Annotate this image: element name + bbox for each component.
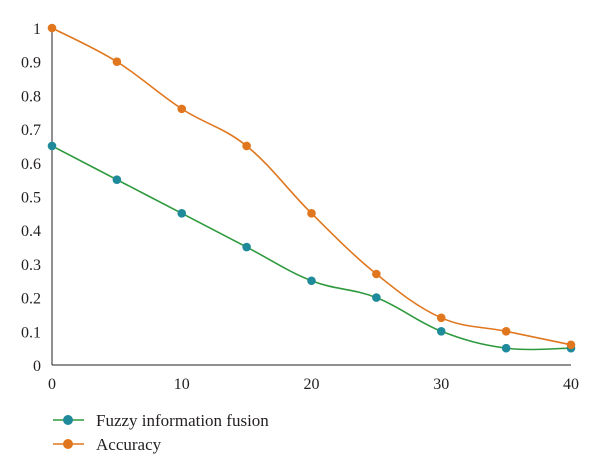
y-tick-label: 1 [33,21,41,38]
fuzzy-information-fusion-point [242,242,251,252]
y-tick-label: 0.3 [21,257,41,274]
x-tick-label: 10 [174,376,190,393]
fuzzy-information-fusion-point [436,327,446,336]
accuracy-point [436,313,446,323]
fuzzy-information-fusion-point [112,175,122,184]
fuzzy-information-fusion-point [177,209,187,218]
y-tick-label: 0.9 [21,55,41,72]
fuzzy-information-fusion-point [501,343,511,353]
legend: Fuzzy information fusion Accuracy [53,411,269,454]
accuracy-legend-label: Accuracy [96,435,162,454]
accuracy-point [566,340,576,350]
x-tick-label: 40 [563,376,579,393]
accuracy-point [372,269,381,279]
y-tick-label: 0.6 [21,156,41,173]
x-tick-label: 30 [433,376,449,393]
x-tick-label: 20 [304,376,320,393]
accuracy-point [177,104,187,114]
series-markers [47,23,576,353]
fuzzy-information-fusion-line [51,145,572,351]
fuzzy-information-fusion-point [307,276,316,286]
x-tick-labels: 0 10 20 30 40 [48,376,579,393]
series-lines [51,27,572,351]
accuracy-point [501,327,511,336]
accuracy-point [242,141,251,151]
y-tick-label: 0.2 [21,291,41,308]
accuracy-legend-marker [63,439,73,449]
accuracy-point [112,57,122,66]
accuracy-point [47,23,57,33]
fuzzy-information-fusion-point [47,141,57,151]
y-tick-label: 0.5 [21,190,41,207]
y-tick-label: 0.8 [21,88,41,105]
y-tick-label: 0.4 [21,223,41,240]
axes [51,28,571,366]
x-tick-label: 0 [48,376,56,393]
y-tick-labels: 0 0.1 0.2 0.3 0.4 0.5 0.6 0.7 0.8 0.9 1 [21,21,41,375]
fuzzy-information-fusion-legend-label: Fuzzy information fusion [96,411,269,430]
fuzzy-information-fusion-point [372,293,381,302]
accuracy-point [307,209,316,218]
y-tick-label: 0.1 [21,324,41,341]
y-tick-label: 0 [33,358,41,375]
y-tick-label: 0.7 [21,122,41,139]
fuzzy-information-fusion-legend-marker [63,415,73,425]
